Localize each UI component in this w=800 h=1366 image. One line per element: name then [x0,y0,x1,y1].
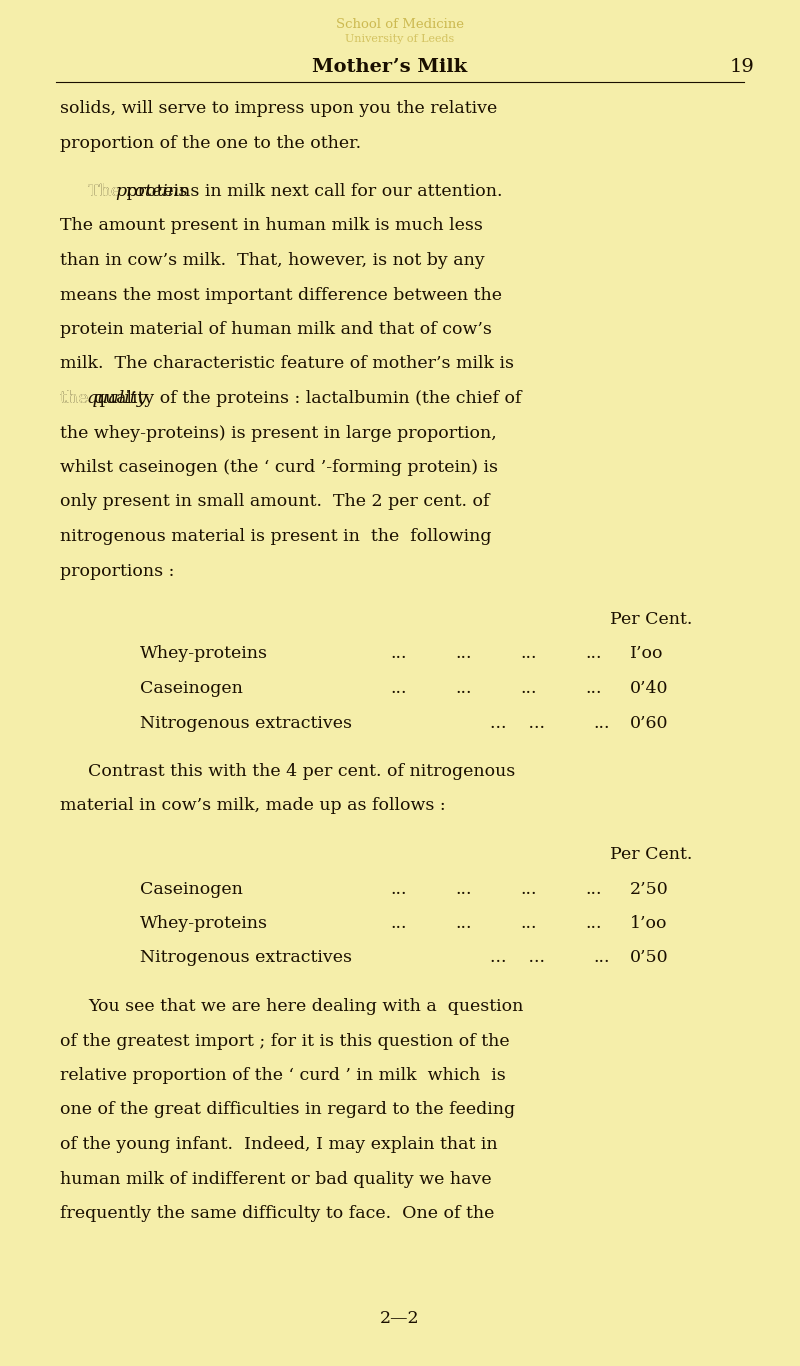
Text: ...: ... [585,915,602,932]
Text: Per Cent.: Per Cent. [610,846,692,863]
Text: frequently the same difficulty to face.  One of the: frequently the same difficulty to face. … [60,1205,494,1223]
Text: human milk of indifferent or bad quality we have: human milk of indifferent or bad quality… [60,1171,492,1187]
Text: Nitrogenous extractives: Nitrogenous extractives [140,949,352,967]
Text: Whey-proteins: Whey-proteins [140,646,268,663]
Text: Mother’s Milk: Mother’s Milk [313,57,467,76]
Text: quality: quality [87,391,147,407]
Text: ...: ... [390,915,406,932]
Text: ...: ... [455,881,471,897]
Text: You see that we are here dealing with a  question: You see that we are here dealing with a … [88,999,523,1015]
Text: ...: ... [520,680,537,697]
Text: ...: ... [585,680,602,697]
Text: means the most important difference between the: means the most important difference betw… [60,287,502,303]
Text: ...: ... [455,646,471,663]
Text: 2—2: 2—2 [380,1310,420,1326]
Text: nitrogenous material is present in  the  following: nitrogenous material is present in the f… [60,529,491,545]
Text: The amount present in human milk is much less: The amount present in human milk is much… [60,217,483,235]
Text: protein material of human milk and that of cow’s: protein material of human milk and that … [60,321,492,337]
Text: ...: ... [390,881,406,897]
Text: ...    ...: ... ... [490,714,545,732]
Text: Nitrogenous extractives: Nitrogenous extractives [140,714,352,732]
Text: ...    ...: ... ... [490,949,545,967]
Text: Whey-proteins: Whey-proteins [140,915,268,932]
Text: the: the [60,391,94,407]
Text: Per Cent.: Per Cent. [610,611,692,628]
Text: ...: ... [585,646,602,663]
Text: proportions :: proportions : [60,563,174,579]
Text: University of Leeds: University of Leeds [346,34,454,44]
Text: 2’50: 2’50 [630,881,669,897]
Text: the whey-proteins) is present in large proportion,: the whey-proteins) is present in large p… [60,425,497,441]
Text: of the young infant.  Indeed, I may explain that in: of the young infant. Indeed, I may expla… [60,1137,498,1153]
Text: 0’50: 0’50 [630,949,669,967]
Text: The: The [88,183,126,199]
Text: only present in small amount.  The 2 per cent. of: only present in small amount. The 2 per … [60,493,490,511]
Text: solids, will serve to impress upon you the relative: solids, will serve to impress upon you t… [60,100,498,117]
Text: ...: ... [455,680,471,697]
Text: ...: ... [585,881,602,897]
Text: material in cow’s milk, made up as follows :: material in cow’s milk, made up as follo… [60,798,446,814]
Text: 1’oo: 1’oo [630,915,667,932]
Text: ...: ... [520,646,537,663]
Text: The proteins in milk next call for our attention.: The proteins in milk next call for our a… [88,183,502,199]
Text: ...: ... [593,714,610,732]
Text: ...: ... [455,915,471,932]
Text: I’oo: I’oo [630,646,663,663]
Text: the quality of the proteins : lactalbumin (the chief of: the quality of the proteins : lactalbumi… [60,391,522,407]
Text: proportion of the one to the other.: proportion of the one to the other. [60,134,361,152]
Text: than in cow’s milk.  That, however, is not by any: than in cow’s milk. That, however, is no… [60,251,485,269]
Text: Contrast this with the 4 per cent. of nitrogenous: Contrast this with the 4 per cent. of ni… [88,764,515,780]
Text: of the greatest import ; for it is this question of the: of the greatest import ; for it is this … [60,1033,510,1049]
Text: ...: ... [390,646,406,663]
Text: whilst caseinogen (the ‘ curd ’-forming protein) is: whilst caseinogen (the ‘ curd ’-forming … [60,459,498,475]
Text: 0’40: 0’40 [630,680,669,697]
Text: Caseinogen: Caseinogen [140,680,243,697]
Text: one of the great difficulties in regard to the feeding: one of the great difficulties in regard … [60,1101,515,1119]
Text: School of Medicine: School of Medicine [336,18,464,31]
Text: 0’60: 0’60 [630,714,669,732]
Text: ...: ... [390,680,406,697]
Text: milk.  The characteristic feature of mother’s milk is: milk. The characteristic feature of moth… [60,355,514,373]
Text: proteins: proteins [115,183,188,199]
Text: ...: ... [520,881,537,897]
Text: ...: ... [593,949,610,967]
Text: relative proportion of the ‘ curd ’ in milk  which  is: relative proportion of the ‘ curd ’ in m… [60,1067,506,1085]
Text: ...: ... [520,915,537,932]
Text: 19: 19 [730,57,755,76]
Text: Caseinogen: Caseinogen [140,881,243,897]
